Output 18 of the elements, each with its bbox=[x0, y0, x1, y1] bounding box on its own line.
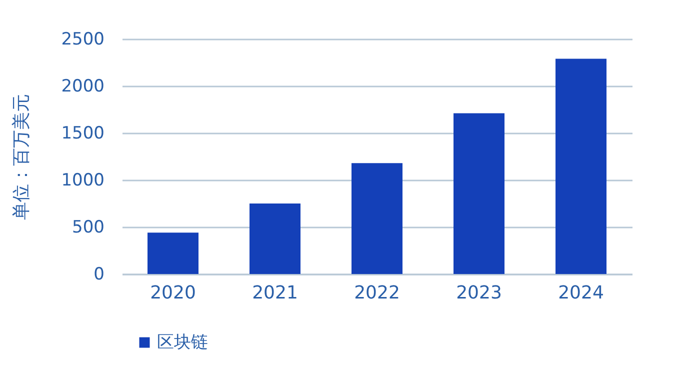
x-tick-label: 2020 bbox=[150, 282, 196, 304]
x-tick-label: 2024 bbox=[558, 282, 604, 304]
bar bbox=[556, 58, 606, 274]
x-tick-label: 2023 bbox=[456, 282, 502, 304]
y-tick-label: 500 bbox=[72, 218, 104, 238]
bar bbox=[352, 163, 402, 274]
x-tick-label: 2021 bbox=[252, 282, 298, 304]
y-tick-label: 2000 bbox=[61, 76, 104, 96]
bar bbox=[454, 113, 504, 274]
y-tick-label: 1500 bbox=[61, 124, 104, 144]
y-tick-label: 0 bbox=[94, 264, 104, 284]
bar bbox=[250, 204, 300, 274]
x-tick-label: 2022 bbox=[354, 282, 400, 304]
bar bbox=[148, 232, 198, 274]
y-axis-title: 单位：百万美元 bbox=[11, 94, 32, 220]
y-tick-label: 1000 bbox=[61, 170, 104, 190]
legend-label: 区块链 bbox=[157, 332, 208, 352]
y-tick-label: 2500 bbox=[61, 30, 104, 50]
